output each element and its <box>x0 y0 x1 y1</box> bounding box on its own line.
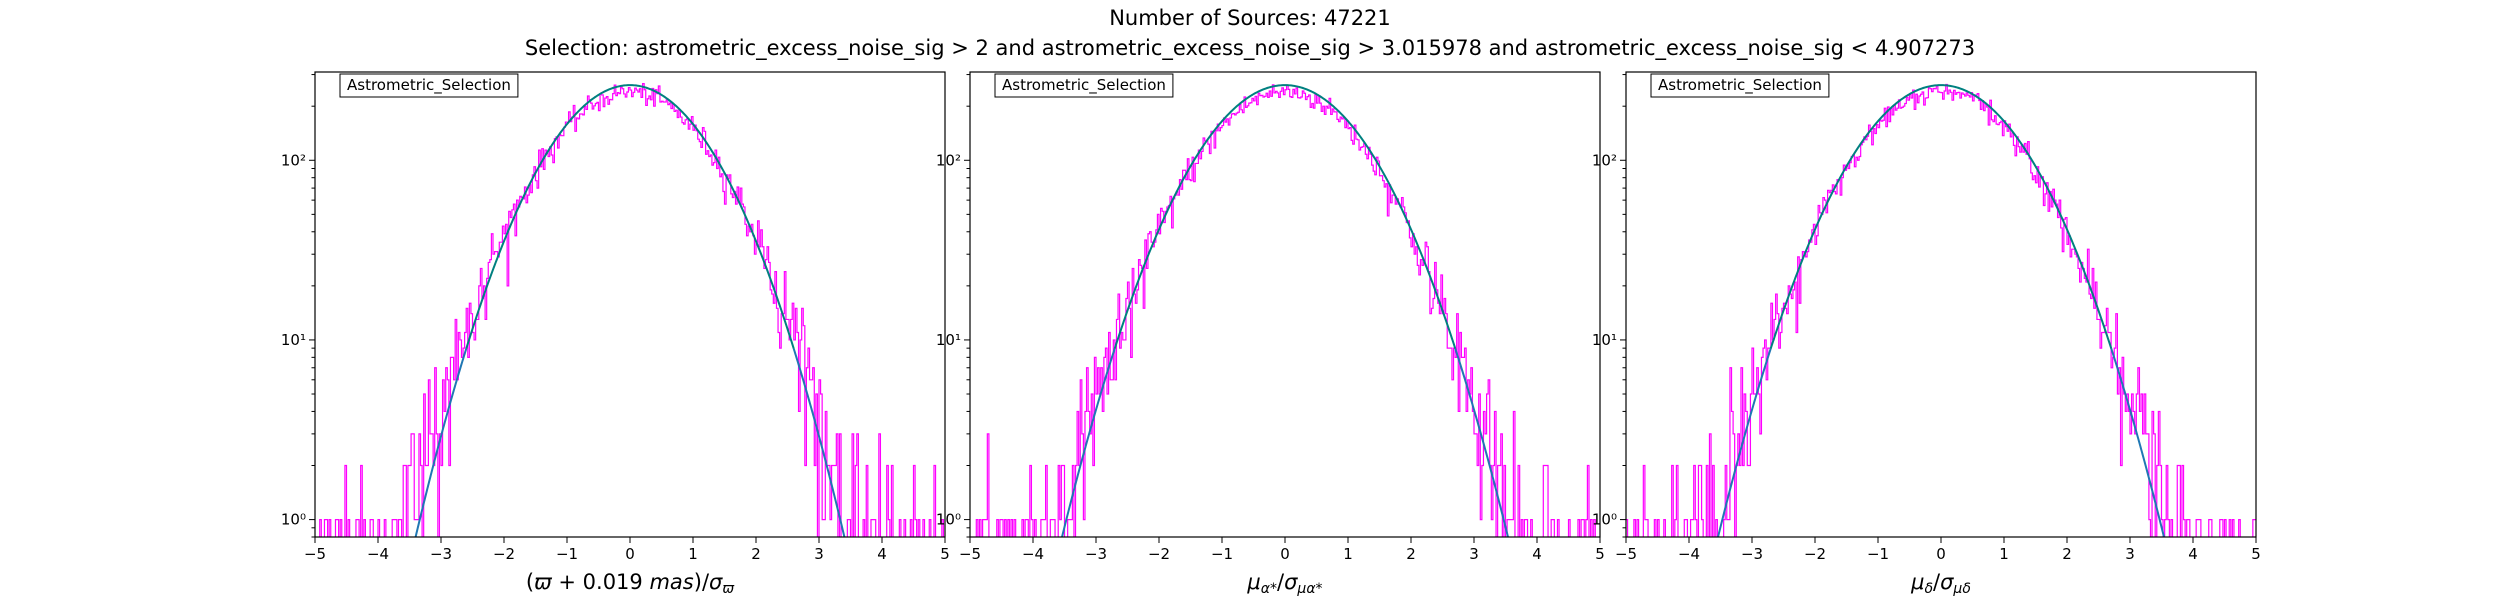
x-tick-label: 5 <box>2251 545 2261 563</box>
x-axis-label: μδ/σμδ <box>1910 570 1971 597</box>
x-tick-label: 0 <box>1280 545 1290 563</box>
y-tick-label: 10² <box>936 151 961 169</box>
histogram-series <box>1626 83 2256 537</box>
legend-label: Astrometric_Selection <box>1002 76 1166 95</box>
panel-parallax: −5 −4 −3 −2 −1 0 1 2 3 4 5 10⁰ 10¹ 10² Astrometric_Sel… <box>281 71 950 597</box>
y-tick-label: 10² <box>1592 151 1617 169</box>
x-tick-label: 3 <box>2125 545 2135 563</box>
y-tick-label: 10⁰ <box>1592 511 1617 529</box>
x-tick-label: 1 <box>688 545 698 563</box>
plot-area <box>975 84 1596 537</box>
model-curve <box>1769 84 2113 350</box>
plot-area <box>1626 83 2256 537</box>
x-tick-label: 2 <box>2062 545 2072 563</box>
x-tick-label: −5 <box>304 545 326 563</box>
model-curve-right-tail <box>2110 348 2166 537</box>
histogram-series <box>975 84 1596 537</box>
legend-box <box>994 73 1174 98</box>
x-tick-label: −4 <box>1022 545 1044 563</box>
y-tick-label: 10¹ <box>936 331 961 349</box>
panel-pmra: −5 −4 −3 −2 −1 0 1 2 3 4 5 10⁰ 10¹ 10² Astrometric_Sel… <box>936 71 1605 597</box>
histogram-series <box>319 83 945 537</box>
x-tick-label: −2 <box>1148 545 1170 563</box>
y-tick-label: 10¹ <box>1592 331 1617 349</box>
x-tick-label: 4 <box>1532 545 1542 563</box>
legend: Astrometric_Selection <box>339 73 519 98</box>
x-tick-label: −3 <box>1741 545 1763 563</box>
x-tick-label: −1 <box>1867 545 1889 563</box>
x-tick-label: 5 <box>1595 545 1605 563</box>
legend-label: Astrometric_Selection <box>347 76 511 95</box>
x-tick-label: −1 <box>556 545 578 563</box>
axes-frame <box>314 71 946 538</box>
x-tick-label: −5 <box>959 545 981 563</box>
plot-area <box>319 83 945 537</box>
model-curve <box>465 84 795 350</box>
x-tick-label: −4 <box>1678 545 1700 563</box>
x-tick-label: 5 <box>940 545 950 563</box>
x-tick-label: 0 <box>1936 545 1946 563</box>
x-tick-label: 0 <box>625 545 635 563</box>
x-axis-label: (ϖ + 0.019 mas)/σϖ <box>526 570 735 597</box>
panels: −5 −4 −3 −2 −1 0 1 2 3 4 5 10⁰ 10¹ 10² Astrometric_Sel… <box>281 71 2261 597</box>
y-tick-label: 10¹ <box>281 331 306 349</box>
model-curve <box>1113 84 1457 350</box>
legend-box <box>1650 73 1830 98</box>
x-tick-label: −4 <box>367 545 389 563</box>
x-tick-label: −3 <box>430 545 452 563</box>
y-tick-label: 10⁰ <box>281 511 306 529</box>
y-tick-label: 10⁰ <box>936 511 961 529</box>
x-tick-label: 4 <box>2188 545 2198 563</box>
y-tick-label: 10² <box>281 151 306 169</box>
model-curve-left-tail <box>1716 348 1772 537</box>
x-tick-label: −2 <box>1804 545 1826 563</box>
x-tick-label: −2 <box>493 545 515 563</box>
model-curve-left-tail <box>414 348 468 537</box>
x-tick-label: −1 <box>1211 545 1233 563</box>
legend-box <box>339 73 519 98</box>
x-tick-label: 2 <box>1406 545 1416 563</box>
x-tick-label: 3 <box>1469 545 1479 563</box>
legend: Astrometric_Selection <box>1650 73 1830 98</box>
x-tick-label: 1 <box>1343 545 1353 563</box>
model-curve-right-tail <box>1454 348 1510 537</box>
legend-label: Astrometric_Selection <box>1658 76 1822 95</box>
x-axis-label: μα*/σμα* <box>1246 570 1322 597</box>
model-curve-left-tail <box>1060 348 1116 537</box>
x-tick-label: 1 <box>1999 545 2009 563</box>
x-tick-label: −3 <box>1085 545 1107 563</box>
panel-pmdec: −5 −4 −3 −2 −1 0 1 2 3 4 5 10⁰ 10¹ 10² Astrometric_Sel… <box>1592 71 2261 597</box>
x-tick-label: 4 <box>877 545 887 563</box>
x-tick-label: 2 <box>751 545 761 563</box>
x-tick-label: 3 <box>814 545 824 563</box>
x-tick-label: −5 <box>1615 545 1637 563</box>
figure-title-line2: Selection: astrometric_excess_noise_sig … <box>525 36 1975 61</box>
model-curve-right-tail <box>792 348 846 537</box>
figure-title-line1: Number of Sources: 47221 <box>1109 6 1391 30</box>
legend: Astrometric_Selection <box>994 73 1174 98</box>
